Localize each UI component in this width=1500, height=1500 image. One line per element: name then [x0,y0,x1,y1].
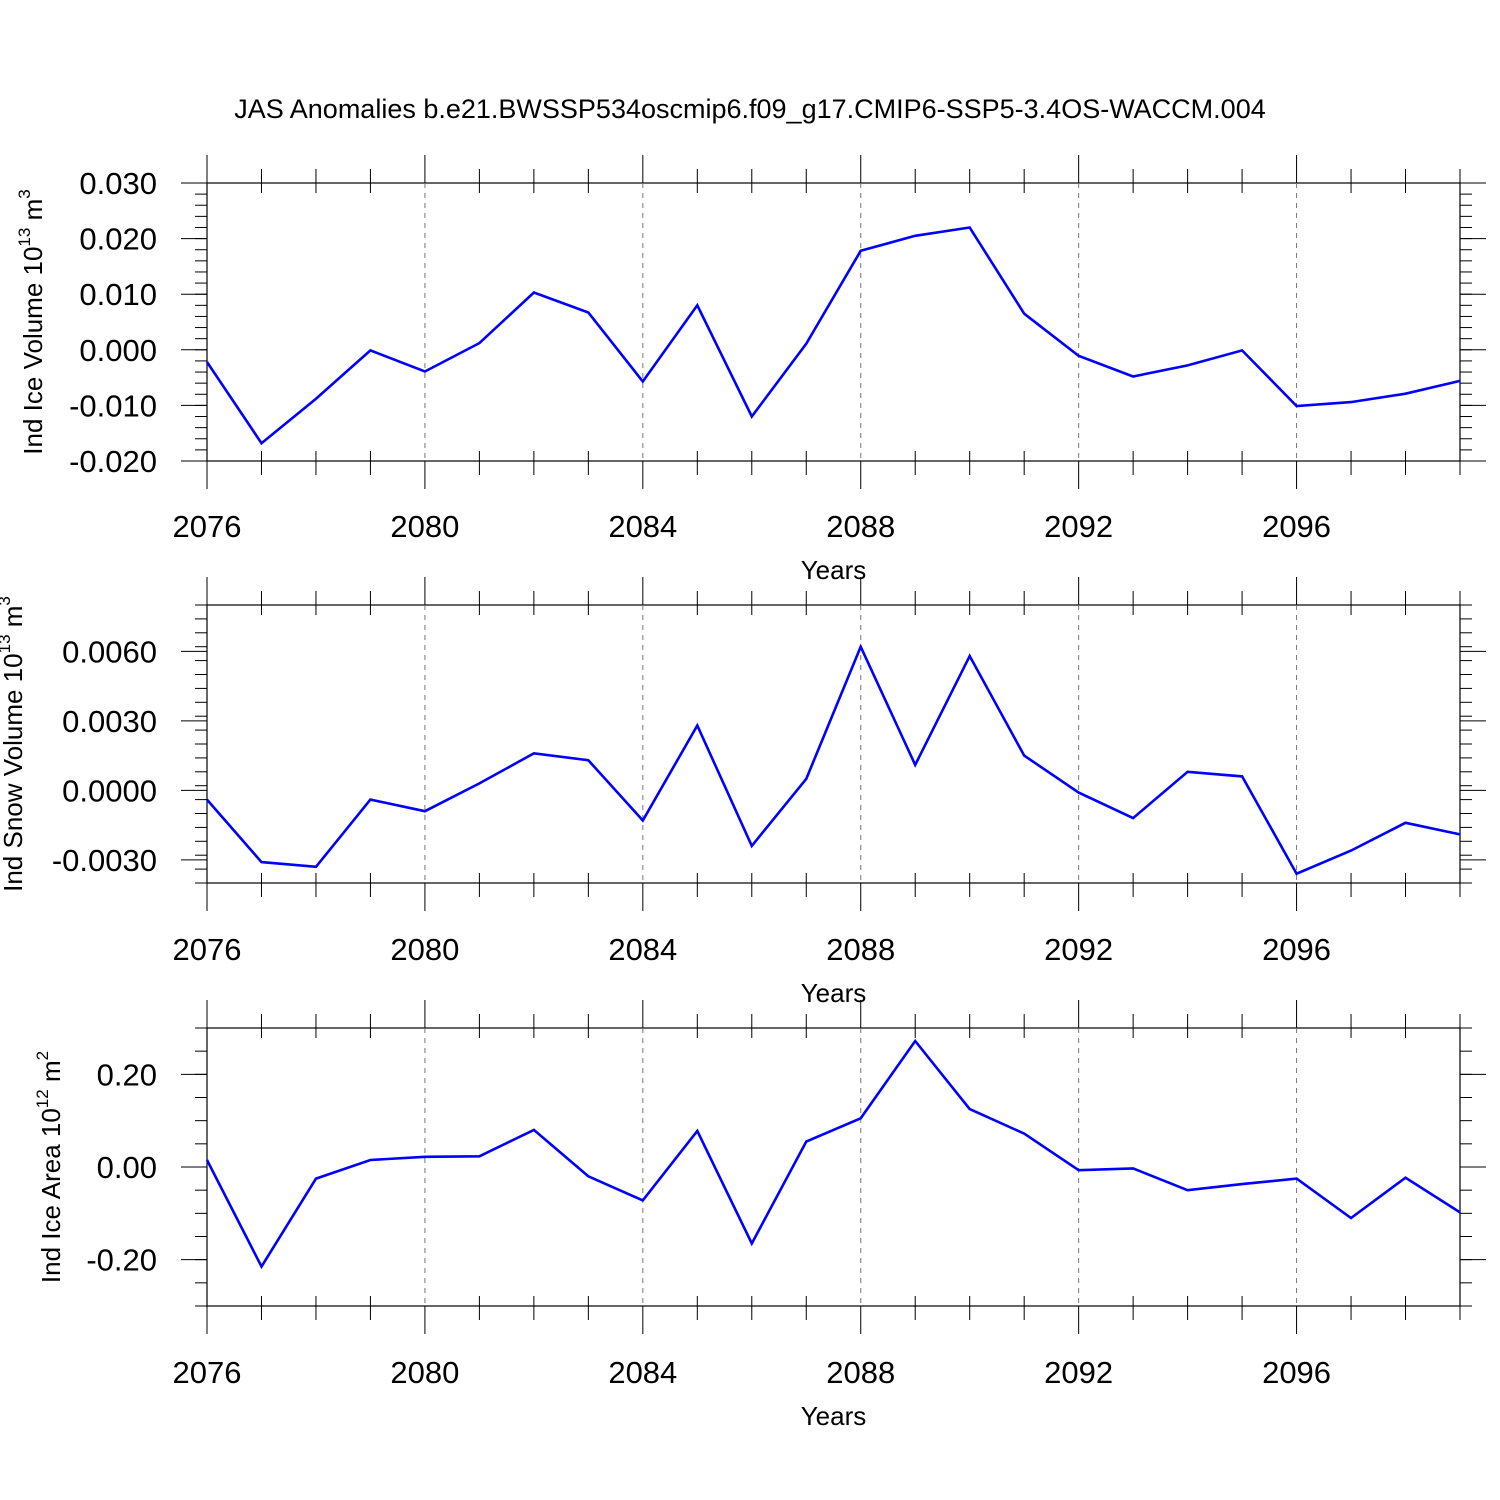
y-tick-label: -0.20 [86,1243,157,1278]
x-tick-label: 2080 [390,509,459,544]
x-tick-label: 2084 [608,509,677,544]
panel-2: -0.0030 0.0000 0.0030 0.0060 2076 2080 2084 208… [0,577,1486,1008]
plot-frame [206,1027,1461,1307]
y-tick-label: -0.020 [69,444,157,479]
plot-frame [206,604,1461,884]
x-tick-label: 2084 [608,1355,677,1390]
y-axis-title: Ind Ice Area 1012 m2 [33,1051,66,1283]
y-tick-label: -0.010 [69,388,157,423]
y-tick-label: -0.0030 [52,843,157,878]
x-axis-title: Years [801,978,867,1008]
y-tick-label: 0.0030 [62,704,157,739]
y-tick-label: 0.030 [79,166,157,201]
x-tick-label: 2084 [608,932,677,967]
chart-title: JAS Anomalies b.e21.BWSSP534oscmip6.f09_… [234,94,1265,124]
y-axis-title: Ind Ice Volume 1013 m3 [15,189,48,454]
panels: -0.020 -0.010 0.000 0.010 0.020 0.030 2076 2080… [0,155,1486,1431]
y-tick-label: 0.000 [79,333,157,368]
x-tick-label: 2080 [390,932,459,967]
y-axis-title: Ind Snow Volume 1013 m3 [0,596,28,892]
x-tick-label: 2076 [173,509,242,544]
x-tick-label: 2088 [826,1355,895,1390]
x-tick-label: 2088 [826,932,895,967]
y-tick-label: 0.0000 [62,773,157,808]
x-tick-label: 2096 [1262,509,1331,544]
x-tick-label: 2076 [173,932,242,967]
plot-frame [206,182,1461,462]
panel-1: -0.020 -0.010 0.000 0.010 0.020 0.030 2076 2080… [15,155,1486,585]
x-axis-title: Years [801,1401,867,1431]
x-tick-label: 2092 [1044,1355,1113,1390]
y-tick-label: 0.00 [97,1150,157,1185]
x-tick-label: 2092 [1044,509,1113,544]
series-line [206,643,1461,876]
x-tick-label: 2096 [1262,1355,1331,1390]
x-axis-title: Years [801,555,867,585]
x-tick-label: 2080 [390,1355,459,1390]
y-tick-label: 0.020 [79,222,157,257]
y-tick-label: 0.0060 [62,634,157,669]
x-tick-label: 2076 [173,1355,242,1390]
series-line [205,1038,1461,1270]
x-tick-label: 2092 [1044,932,1113,967]
y-tick-label: 0.20 [97,1057,157,1092]
x-tick-label: 2088 [826,509,895,544]
panel-3: -0.20 0.00 0.20 2076 2080 2084 2088 2092 2096 Yea… [33,1000,1486,1431]
y-tick-label: 0.010 [79,277,157,312]
x-tick-label: 2096 [1262,932,1331,967]
series-line [205,226,1461,446]
